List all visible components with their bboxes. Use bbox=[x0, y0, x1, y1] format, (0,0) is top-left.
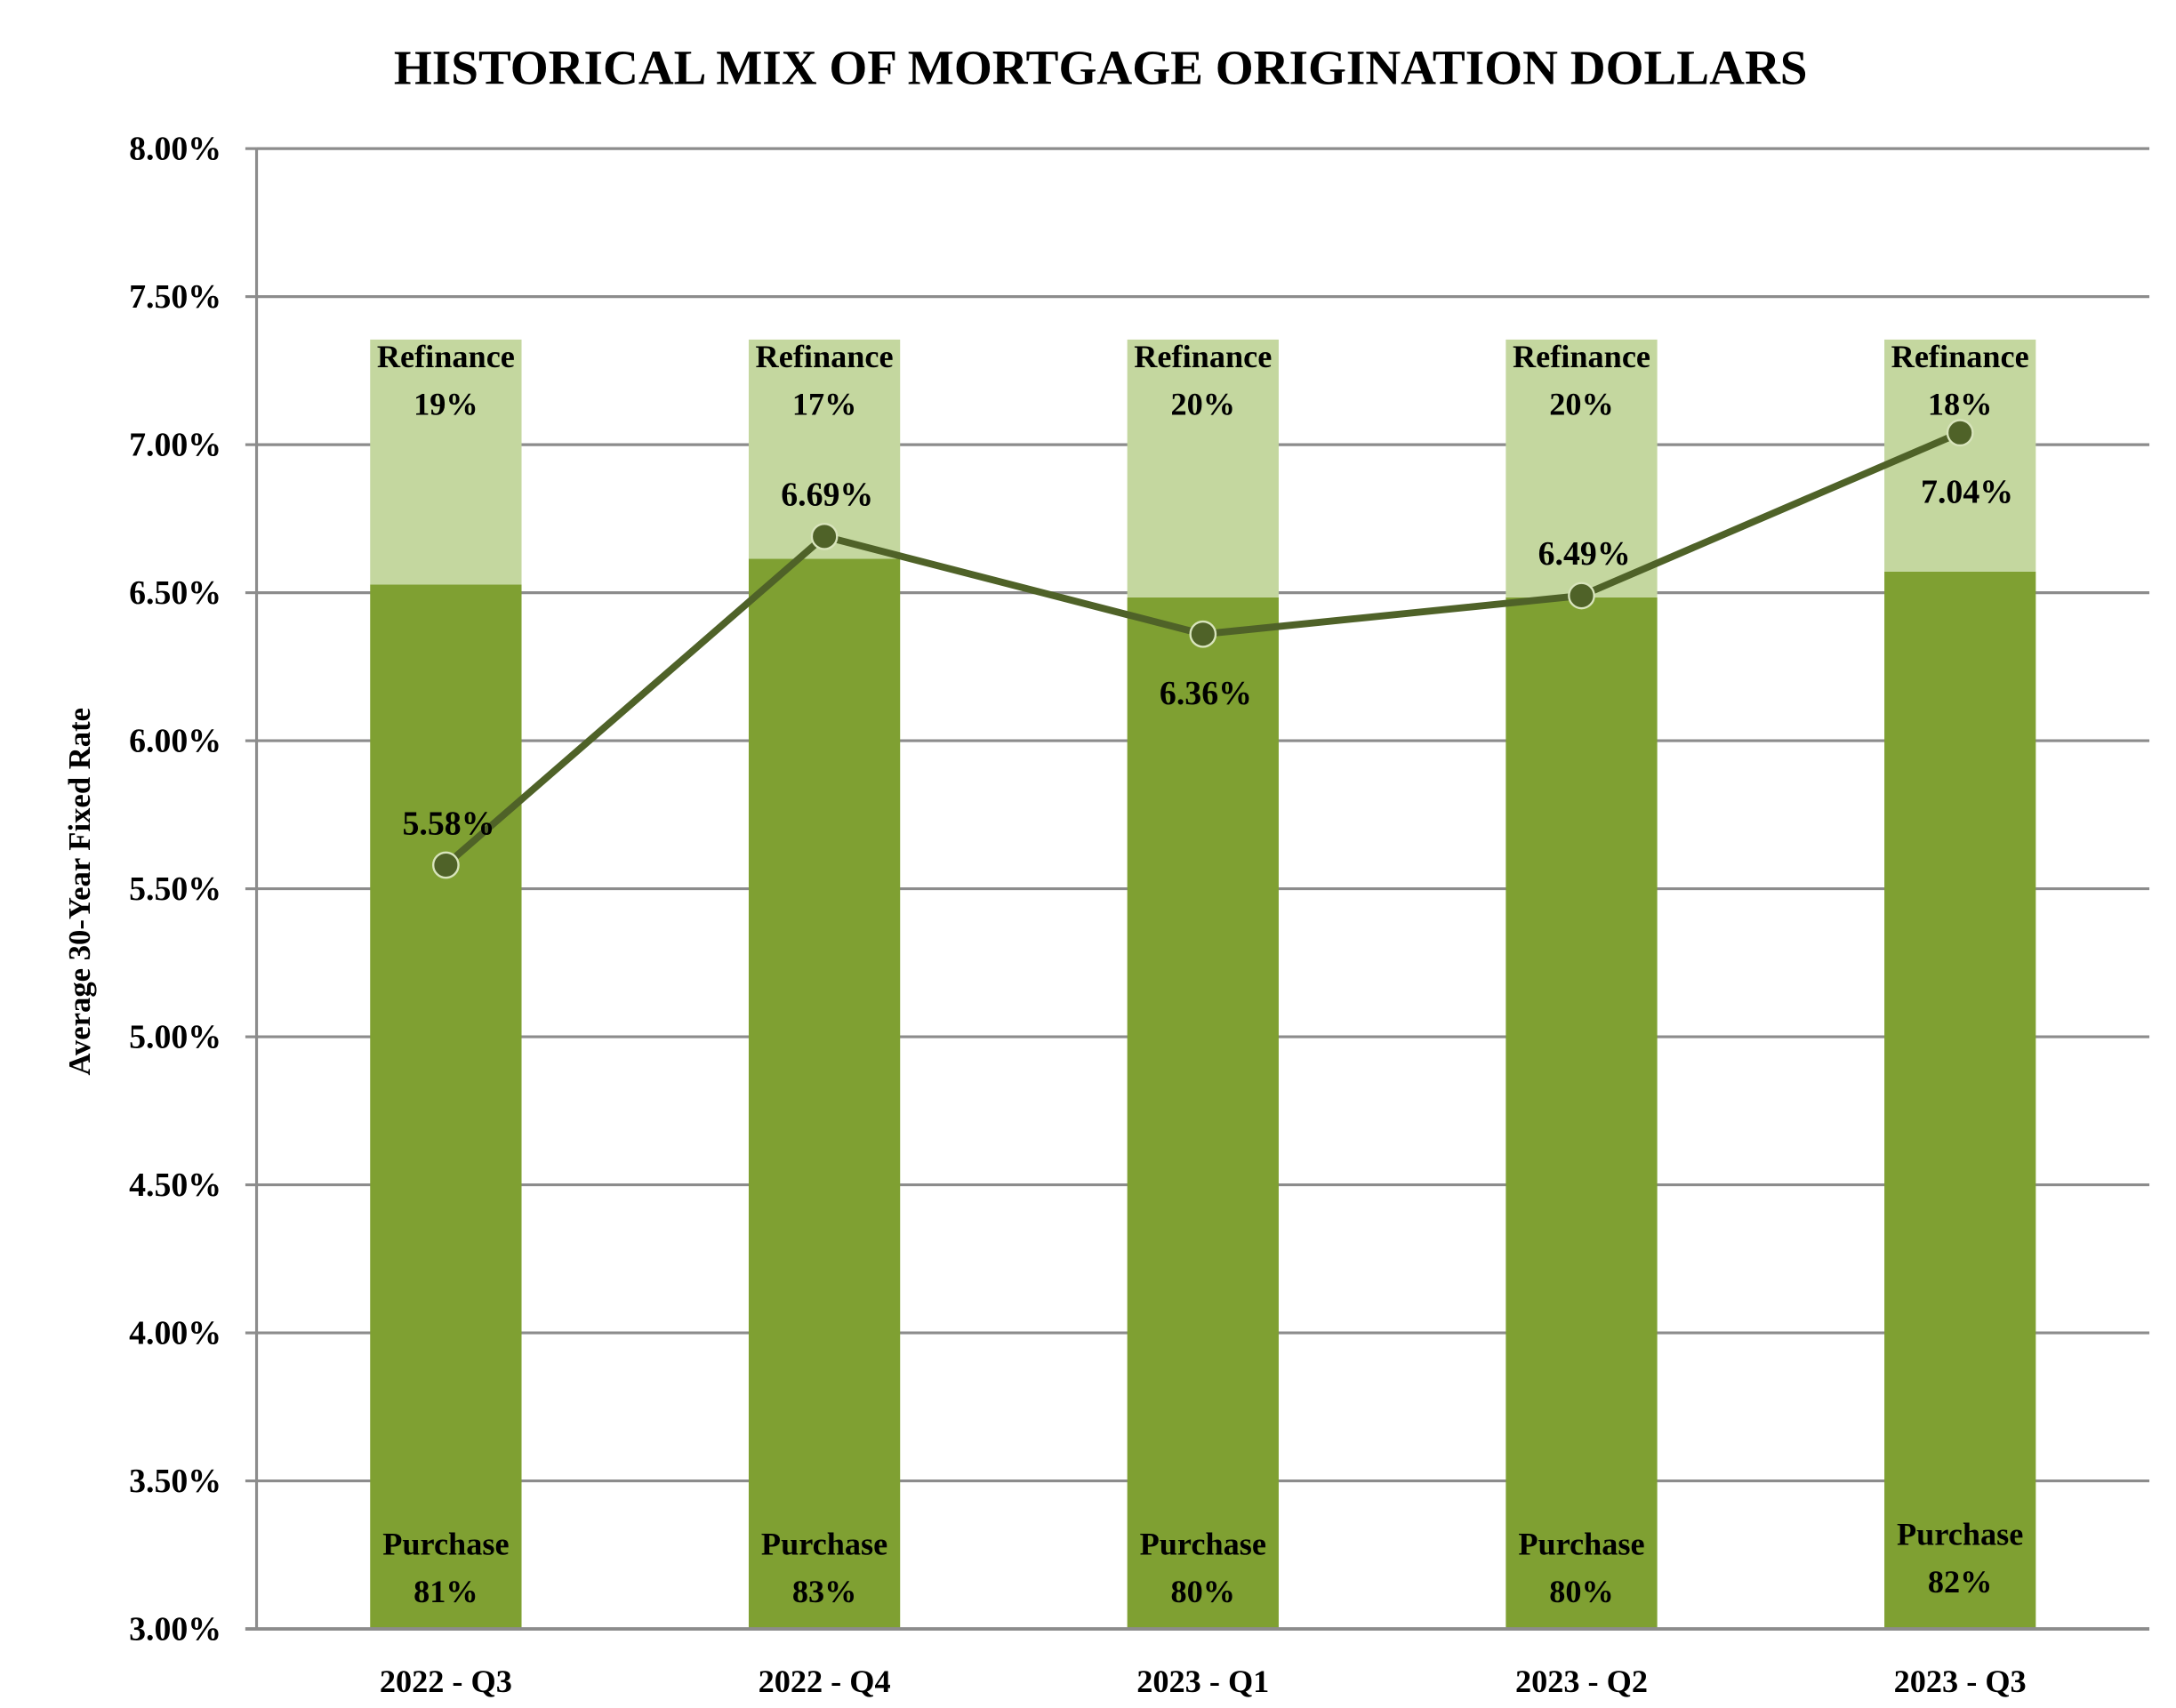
refinance-value-label: 17% bbox=[792, 387, 857, 422]
purchase-value-label: 83% bbox=[792, 1574, 857, 1609]
rate-value-label: 6.49% bbox=[1538, 535, 1631, 573]
purchase-name-label: Purchase bbox=[1140, 1527, 1266, 1562]
refinance-name-label: Refinance bbox=[1134, 339, 1272, 374]
x-tick-label: 2022 - Q4 bbox=[759, 1664, 891, 1699]
axes: 3.00% 3.50% 4.00% 4.50% 5.00% 5.50% 6.00% 6.50%… bbox=[129, 131, 2150, 1699]
refinance-bar bbox=[1506, 339, 1658, 597]
rate-value-label: 7.04% bbox=[1921, 474, 2013, 511]
refinance-value-label: 19% bbox=[414, 387, 478, 422]
refinance-name-label: Refinance bbox=[377, 339, 515, 374]
refinance-value-label: 20% bbox=[1549, 387, 1614, 422]
rate-point bbox=[1946, 419, 1974, 447]
rate-point bbox=[810, 522, 839, 550]
y-tick-label: 5.50% bbox=[129, 870, 221, 908]
rate-point bbox=[432, 851, 460, 879]
purchase-name-label: Purchase bbox=[382, 1527, 509, 1562]
purchase-value-label: 80% bbox=[1549, 1574, 1614, 1609]
x-tick-label: 2022 - Q3 bbox=[380, 1664, 512, 1699]
refinance-name-label: Refinance bbox=[1513, 339, 1650, 374]
purchase-name-label: Purchase bbox=[1518, 1527, 1644, 1562]
y-tick-label: 7.50% bbox=[129, 278, 221, 316]
y-tick-label: 7.00% bbox=[129, 427, 221, 464]
purchase-bar bbox=[748, 558, 901, 1630]
rate-value-label: 6.69% bbox=[781, 477, 873, 514]
y-tick-label: 8.00% bbox=[129, 131, 221, 168]
purchase-bar bbox=[1127, 597, 1279, 1630]
refinance-value-label: 20% bbox=[1171, 387, 1236, 422]
x-tick-label: 2023 - Q1 bbox=[1136, 1664, 1269, 1699]
refinance-value-label: 18% bbox=[1928, 387, 1993, 422]
chart-title: HISTORICAL MIX OF MORTGAGE ORIGINATION D… bbox=[394, 41, 1808, 95]
refinance-bar bbox=[1127, 339, 1279, 597]
x-tick-label: 2023 - Q2 bbox=[1515, 1664, 1648, 1699]
y-tick-label: 6.50% bbox=[129, 574, 221, 612]
refinance-name-label: Refinance bbox=[1891, 339, 2029, 374]
purchase-bar bbox=[1506, 597, 1658, 1630]
purchase-bar bbox=[1884, 571, 2036, 1630]
purchase-value-label: 81% bbox=[414, 1574, 478, 1609]
rate-point bbox=[1189, 620, 1217, 648]
refinance-name-label: Refinance bbox=[756, 339, 894, 374]
y-tick-label: 5.00% bbox=[129, 1019, 221, 1056]
bars bbox=[370, 339, 2036, 1630]
x-tick-label: 2023 - Q3 bbox=[1894, 1664, 2027, 1699]
refinance-bar bbox=[748, 339, 901, 559]
purchase-bar bbox=[370, 584, 522, 1630]
rate-value-label: 6.36% bbox=[1160, 675, 1252, 712]
y-axis-label: Average 30-Year Fixed Rate bbox=[62, 708, 97, 1076]
purchase-value-label: 80% bbox=[1171, 1574, 1236, 1609]
purchase-name-label: Purchase bbox=[1897, 1516, 2023, 1552]
labels: Purchase 81% Refinance 19% Purchase 83% Refina… bbox=[377, 339, 2029, 1609]
refinance-bar bbox=[370, 339, 522, 585]
y-tick-label: 3.50% bbox=[129, 1463, 221, 1500]
y-tick-label: 4.00% bbox=[129, 1315, 221, 1352]
rate-line bbox=[432, 419, 1974, 879]
y-tick-label: 4.50% bbox=[129, 1167, 221, 1204]
y-tick-label: 3.00% bbox=[129, 1611, 221, 1648]
rate-value-label: 5.58% bbox=[403, 805, 495, 842]
purchase-value-label: 82% bbox=[1928, 1564, 1993, 1600]
rate-point bbox=[1568, 581, 1595, 610]
y-tick-label: 6.00% bbox=[129, 723, 221, 760]
purchase-name-label: Purchase bbox=[761, 1527, 887, 1562]
